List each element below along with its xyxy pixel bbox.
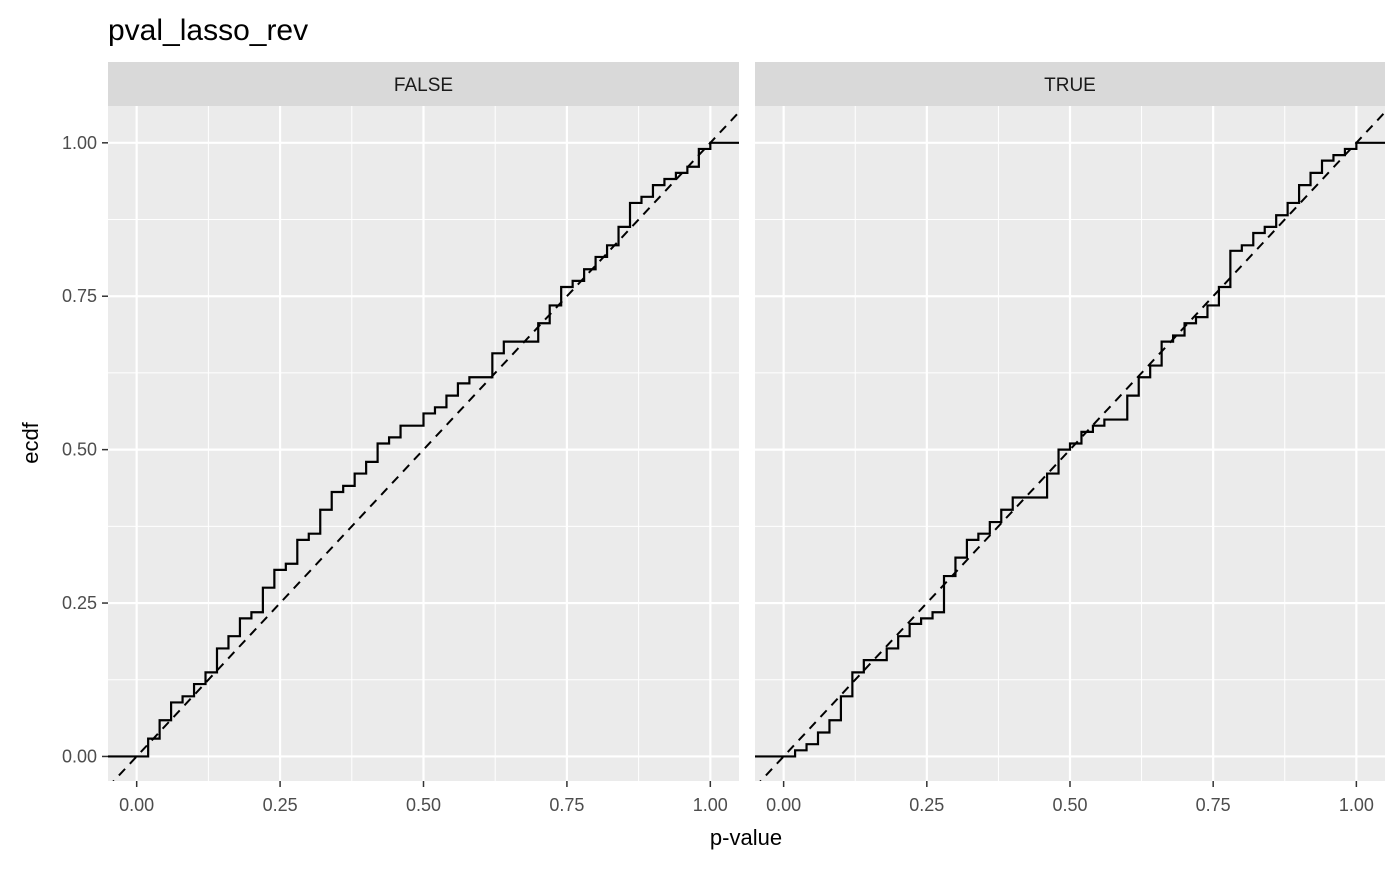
y-tick-label: 1.00: [62, 133, 97, 153]
x-tick-label: 0.50: [1052, 795, 1087, 815]
facet-strip-label: FALSE: [394, 75, 453, 96]
y-tick-label: 0.25: [62, 593, 97, 613]
y-axis-label: ecdf: [18, 421, 43, 463]
facet-strip-label: TRUE: [1044, 75, 1096, 96]
y-tick-label: 0.00: [62, 746, 97, 766]
x-tick-label: 0.50: [406, 795, 441, 815]
facet-panel-true: TRUE 0.00 0.25 0.50 0.75 1.00: [755, 62, 1385, 815]
x-tick-label: 0.25: [909, 795, 944, 815]
chart-title: pval_lasso_rev: [108, 14, 308, 47]
y-tick-label: 0.50: [62, 440, 97, 460]
x-tick-label: 0.00: [766, 795, 801, 815]
x-tick-label: 1.00: [1339, 795, 1374, 815]
x-axis-label: p-value: [710, 825, 782, 850]
x-tick-label: 0.75: [1196, 795, 1231, 815]
x-tick-label: 0.25: [263, 795, 298, 815]
x-tick-label: 0.75: [549, 795, 584, 815]
x-tick-label: 0.00: [119, 795, 154, 815]
y-tick-label: 0.75: [62, 286, 97, 306]
x-tick-label: 1.00: [693, 795, 728, 815]
facet-panel-false: FALSE 0.00 0.25 0.50 0.75 1.00 0.00 0.25 0.50 0.7…: [62, 62, 739, 815]
